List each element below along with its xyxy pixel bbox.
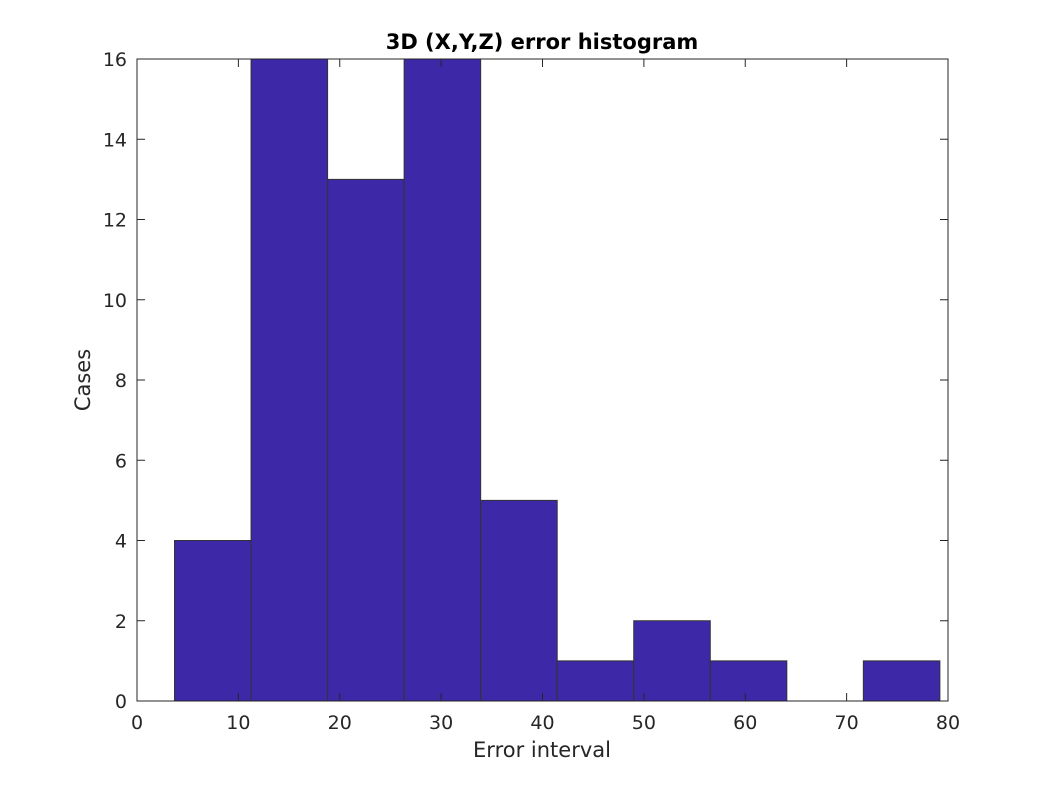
y-tick-label: 8 <box>115 370 127 392</box>
histogram-bar <box>480 499 558 702</box>
chart-title: 3D (X,Y,Z) error histogram <box>386 30 699 54</box>
y-tick-label: 6 <box>115 450 127 472</box>
x-tick-label: 60 <box>733 712 757 734</box>
histogram-bar <box>709 660 788 702</box>
x-tick-label: 80 <box>936 712 960 734</box>
y-tick-label: 16 <box>103 49 127 71</box>
y-tick-label: 0 <box>115 691 127 713</box>
histogram-bar <box>250 58 329 702</box>
x-tick-label: 70 <box>835 712 859 734</box>
histogram-bar <box>633 620 711 702</box>
x-tick-label: 10 <box>226 712 250 734</box>
histogram-bar <box>556 660 635 702</box>
x-tick-label: 40 <box>530 712 554 734</box>
y-tick-label: 12 <box>103 210 127 232</box>
y-tick-label: 4 <box>115 531 127 553</box>
x-axis-label: Error interval <box>473 738 611 762</box>
x-tick-label: 30 <box>429 712 453 734</box>
histogram-bar <box>403 58 482 702</box>
histogram-bar <box>862 660 941 702</box>
x-tick-labels: 0 10 20 30 40 50 60 70 80 <box>131 712 960 734</box>
y-tick-labels: 0 2 4 6 8 10 12 14 16 <box>103 49 127 713</box>
y-tick-label: 14 <box>103 129 127 151</box>
histogram-bars <box>174 58 941 702</box>
x-tick-label: 0 <box>131 712 143 734</box>
x-tick-label: 50 <box>632 712 656 734</box>
y-tick-label: 2 <box>115 611 127 633</box>
x-tick-label: 20 <box>328 712 352 734</box>
histogram-bar <box>327 178 405 702</box>
y-axis-label: Cases <box>71 349 95 411</box>
axis-ticks <box>136 58 949 702</box>
histogram-bar <box>174 540 252 702</box>
y-tick-label: 10 <box>103 290 127 312</box>
